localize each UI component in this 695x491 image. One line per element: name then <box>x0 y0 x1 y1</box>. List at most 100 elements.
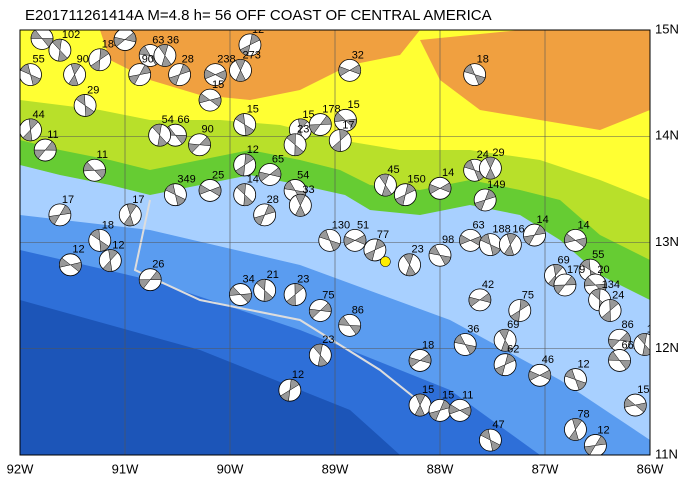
beachball <box>398 253 421 277</box>
depth-label: 90 <box>202 124 214 136</box>
y-tick-label: 13N <box>655 234 679 249</box>
beachball <box>448 398 472 422</box>
depth-label: 349 <box>177 174 195 186</box>
depth-label: 11 <box>97 149 108 161</box>
ball-quadrant <box>158 44 172 67</box>
ball-quadrant <box>480 429 501 452</box>
beachball <box>253 203 277 227</box>
beachball <box>428 176 452 200</box>
depth-label: 28 <box>267 194 279 206</box>
depth-label: 34 <box>243 273 255 285</box>
depth-label: 273 <box>243 49 261 61</box>
depth-label: 149 <box>487 179 505 191</box>
ball-quadrant <box>568 418 583 441</box>
x-tick-label: 89W <box>322 461 349 476</box>
ball-quadrant <box>528 369 552 381</box>
depth-label: 15 <box>637 384 649 396</box>
depth-label: 36 <box>467 323 479 335</box>
beachball <box>564 368 587 391</box>
ball-quadrant <box>198 184 222 197</box>
beachball <box>408 393 432 417</box>
depth-label: 102 <box>62 29 80 41</box>
beachball <box>20 118 42 142</box>
ball-quadrant <box>236 183 254 206</box>
ball-quadrant <box>83 161 106 179</box>
ball-quadrant <box>295 194 306 217</box>
depth-label: 32 <box>352 49 364 61</box>
ball-quadrant <box>256 279 274 302</box>
ball-quadrant <box>494 353 516 376</box>
beachball <box>428 398 452 422</box>
ball-quadrant <box>312 343 328 367</box>
x-tick-label: 87W <box>532 461 559 476</box>
beachball <box>283 283 307 306</box>
ball-quadrant <box>165 183 186 206</box>
ball-quadrant <box>258 167 282 182</box>
depth-label: 69 <box>507 319 519 331</box>
depth-label: 65 <box>272 153 284 165</box>
beachball <box>328 129 352 152</box>
beachball <box>229 58 252 82</box>
depth-label: 15 <box>247 103 259 115</box>
beachball <box>493 353 517 377</box>
ball-quadrant <box>20 63 41 86</box>
depth-label: 12 <box>247 144 259 156</box>
beachball <box>283 133 307 157</box>
beachball <box>393 183 417 207</box>
beachball <box>478 428 502 452</box>
beachball <box>48 203 72 227</box>
beachball <box>278 378 302 402</box>
depth-label: 75 <box>522 289 534 301</box>
depth-label: 44 <box>33 109 45 121</box>
depth-label: 188 <box>492 224 510 236</box>
beachball <box>343 228 367 252</box>
beachball <box>564 228 587 252</box>
ball-quadrant <box>463 64 486 86</box>
beachball <box>633 333 650 356</box>
depth-label: 12 <box>112 239 124 251</box>
depth-label: 20 <box>597 264 609 276</box>
ball-quadrant <box>601 299 619 322</box>
depth-label: 33 <box>302 184 314 196</box>
depth-label: 18 <box>422 339 434 351</box>
depth-label: 130 <box>332 219 350 231</box>
ball-quadrant <box>428 182 452 195</box>
ball-quadrant <box>68 63 81 86</box>
ball-quadrant <box>138 270 162 289</box>
beachball <box>30 30 54 50</box>
depth-label: 23 <box>297 273 309 285</box>
depth-label: 62 <box>507 344 519 356</box>
beachball <box>468 288 492 312</box>
frame <box>19 29 651 456</box>
beachball <box>623 393 647 417</box>
ball-quadrant <box>253 204 276 226</box>
depth-label: 150 <box>407 174 425 186</box>
beachball <box>98 249 122 272</box>
depth-label: 55 <box>33 54 45 66</box>
beachball <box>198 88 222 112</box>
beachball <box>608 328 631 352</box>
beachball <box>478 233 502 257</box>
depth-label: 17 <box>647 323 659 335</box>
ball-quadrant <box>485 156 496 180</box>
depth-label: 11 <box>462 389 473 401</box>
y-tick-label: 11N <box>655 446 678 461</box>
depth-label: 63 <box>472 219 484 231</box>
x-tick-label: 88W <box>427 461 454 476</box>
ball-quadrant <box>564 368 587 391</box>
beachball <box>83 158 106 182</box>
depth-label: 25 <box>212 169 224 181</box>
depth-label: 12 <box>597 424 609 436</box>
ball-quadrant <box>235 153 255 177</box>
depth-label: 24 <box>612 289 624 301</box>
x-tick-label: 91W <box>112 461 139 476</box>
beachball <box>584 434 607 455</box>
ball-quadrant <box>414 393 426 417</box>
ball-quadrant <box>235 59 246 82</box>
depth-label: 75 <box>322 289 334 301</box>
beachball <box>88 48 112 72</box>
depth-label: 66 <box>622 339 634 351</box>
ball-quadrant <box>624 397 647 413</box>
ball-quadrant <box>331 129 349 152</box>
